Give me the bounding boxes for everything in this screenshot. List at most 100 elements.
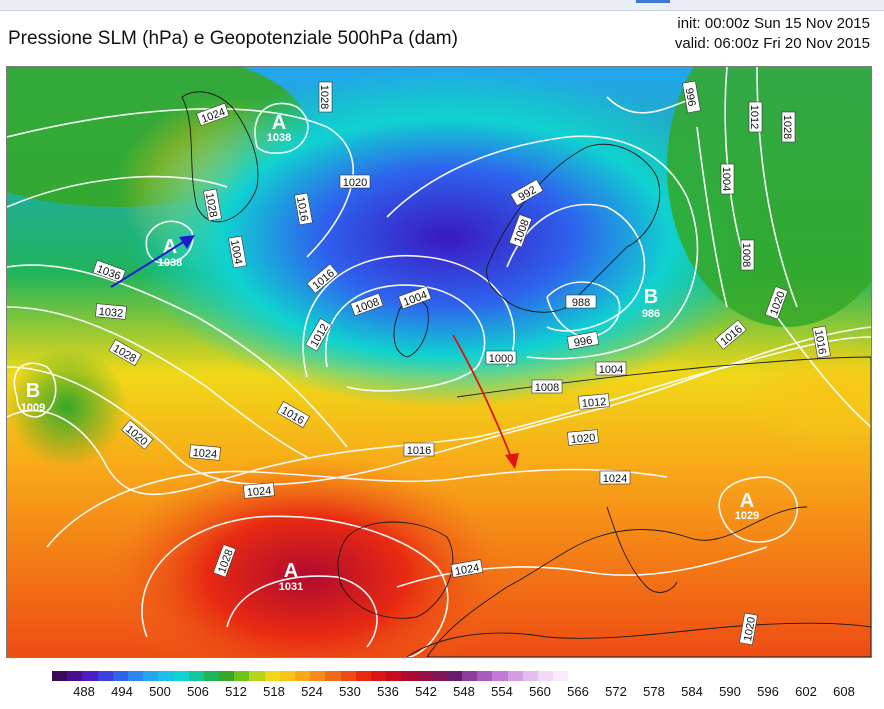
color-swatch [781,671,797,681]
svg-text:A: A [740,490,754,512]
svg-text:1016: 1016 [812,329,828,355]
contour-labels: 1024 1028 1036 1032 1028 1020 1024 1028 … [92,80,831,646]
active-tab-indicator[interactable] [636,0,670,3]
color-swatch [553,671,569,681]
color-swatch [811,671,827,681]
color-scale-tick-label: 500 [149,684,171,699]
color-swatch [796,671,812,681]
color-swatch [720,671,736,681]
svg-text:996: 996 [573,334,593,349]
color-swatch [355,671,371,681]
color-swatch [644,671,660,681]
svg-text:1008: 1008 [740,243,752,267]
color-swatch [583,671,599,681]
high-center-greenland: A 1038 [267,112,291,144]
yellow-east [747,337,871,457]
color-scale-tick-label: 548 [453,684,475,699]
color-swatch [659,671,675,681]
low-center-baltic: B 986 [642,286,660,320]
svg-text:1016: 1016 [294,196,310,222]
color-swatch [370,671,387,681]
svg-text:1004: 1004 [720,167,732,191]
color-swatch [598,671,614,681]
color-scale-tick-label: 608 [833,684,855,699]
color-swatch [689,671,706,681]
color-swatch [446,671,463,681]
color-scale-tick-label: 506 [187,684,209,699]
color-scale-tick-label: 518 [263,684,285,699]
coastlines [181,91,871,657]
color-swatch [507,671,523,681]
color-swatch [234,671,250,681]
color-swatch [310,671,326,681]
north-africa-coast [406,622,871,657]
svg-text:1028: 1028 [318,85,330,109]
svg-text:1031: 1031 [279,581,303,593]
color-swatch [340,671,356,681]
color-scale-tick-label: 524 [301,684,323,699]
high-center-labrador: A 1038 [158,236,182,269]
color-scale-tick-label: 572 [605,684,627,699]
svg-text:1028: 1028 [203,192,219,218]
europe-coast [426,356,871,657]
browser-tab-strip [0,0,884,11]
color-swatch [143,671,159,681]
flow-arrows [110,235,519,469]
color-swatch [674,671,690,681]
run-info: init: 00:00z Sun 15 Nov 2015 valid: 06:0… [675,14,870,54]
color-swatch [67,671,83,681]
svg-text:B: B [644,286,658,308]
color-swatch [112,671,128,681]
color-swatch [279,671,295,681]
color-scale-tick-label: 602 [795,684,817,699]
color-swatch [82,671,98,681]
svg-text:1016: 1016 [407,445,431,457]
color-swatch [264,671,280,681]
svg-text:1032: 1032 [98,306,123,320]
color-scale-bar [52,671,827,681]
color-swatch [431,671,447,681]
svg-text:1020: 1020 [570,432,595,446]
svg-text:1020: 1020 [742,616,758,642]
scandinavia-coast [486,143,661,313]
svg-text:1024: 1024 [192,447,217,461]
color-swatch [492,671,508,681]
color-swatch [705,671,721,681]
svg-text:1004: 1004 [228,239,244,265]
svg-text:1024: 1024 [454,562,480,578]
svg-text:1029: 1029 [735,510,759,522]
color-swatch [203,671,220,681]
map-canvas: 1024 1028 1036 1032 1028 1020 1024 1028 … [7,67,871,657]
color-scale-tick-label: 512 [225,684,247,699]
color-swatch [386,671,402,681]
color-swatch [629,671,645,681]
valid-time: valid: 06:00z Fri 20 Nov 2015 [674,35,870,52]
color-swatch [188,671,204,681]
svg-text:988: 988 [572,297,590,309]
blue-arrow [110,235,195,288]
color-swatch [735,671,751,681]
svg-text:A: A [284,560,298,582]
high-center-iberia: A 1031 [279,560,303,593]
svg-text:1008: 1008 [535,382,559,394]
italy-coast [606,506,678,593]
subtropical-high-region [107,457,507,657]
color-swatch [97,671,113,681]
svg-text:B: B [26,380,40,402]
init-time: init: 00:00z Sun 15 Nov 2015 [677,15,870,32]
color-swatch [750,671,766,681]
color-swatch [219,671,235,681]
svg-text:996: 996 [683,87,698,107]
svg-text:986: 986 [642,308,660,320]
svg-text:1009: 1009 [21,402,45,414]
color-swatch [613,671,630,681]
svg-text:1024: 1024 [246,485,271,499]
svg-text:A: A [272,112,286,134]
color-scale-tick-label: 596 [757,684,779,699]
color-scale-tick-label: 530 [339,684,361,699]
color-scale-tick-label: 560 [529,684,551,699]
color-swatch [158,671,174,681]
color-swatch [52,671,68,681]
color-swatch [401,671,417,681]
high-center-greece: A 1029 [735,490,759,522]
